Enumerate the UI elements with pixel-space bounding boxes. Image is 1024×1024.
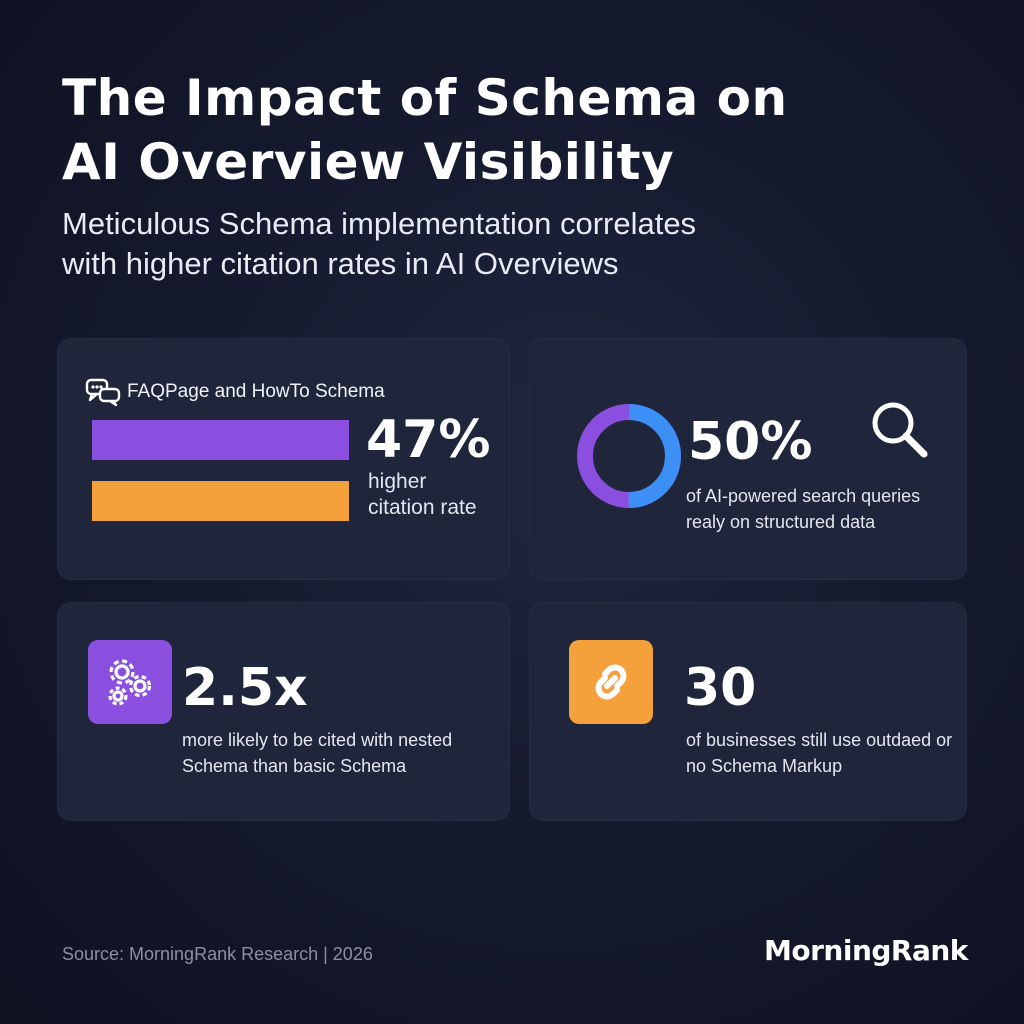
gears-icon <box>108 659 152 706</box>
chat-bubbles-icon <box>85 378 121 407</box>
faq-description-line-1: higher <box>368 470 427 493</box>
search-icon <box>872 402 928 458</box>
donut-chart <box>577 404 681 508</box>
title-line-1: The Impact of Schema on <box>62 69 788 127</box>
gears-icon-tile <box>88 640 172 724</box>
faq-stat: 47% <box>366 410 491 470</box>
subtitle-line-2: with higher citation rates in AI Overvie… <box>62 246 619 281</box>
faq-schema-label: FAQPage and HowTo Schema <box>127 381 385 403</box>
brand-logo: MorningRank <box>764 934 968 967</box>
faq-description: higher citation rate <box>368 469 477 521</box>
link-icon-tile <box>569 640 653 724</box>
outdated-description-line-2: no Schema Markup <box>686 756 843 776</box>
faq-schema-label-row: FAQPage and HowTo Schema <box>85 378 385 407</box>
source-note: Source: MorningRank Research | 2026 <box>62 944 373 964</box>
page-subtitle: Meticulous Schema implementation correla… <box>62 204 962 284</box>
link-icon <box>595 664 627 700</box>
faq-description-line-2: citation rate <box>368 496 477 519</box>
structured-description-line-1: of AI-powered search queries <box>686 486 921 506</box>
nested-description-line-1: more likely to be cited with nested <box>182 730 453 750</box>
nested-description-line-2: Schema than basic Schema <box>182 756 407 776</box>
nested-stat: 2.5x <box>182 658 308 718</box>
nested-description: more likely to be cited with nested Sche… <box>182 727 452 779</box>
orange-bar <box>92 481 349 521</box>
title-line-2: AI Overview Visibility <box>62 133 675 191</box>
subtitle-line-1: Meticulous Schema implementation correla… <box>62 206 697 241</box>
structured-description: of AI-powered search queries realy on st… <box>686 483 920 535</box>
structured-description-line-2: realy on structured data <box>686 512 876 532</box>
outdated-description-line-1: of businesses still use outdaed or <box>686 730 953 750</box>
structured-stat: 50% <box>688 412 813 472</box>
purple-bar <box>92 420 349 460</box>
outdated-description: of businesses still use outdaed or no Sc… <box>686 727 952 779</box>
page-title: The Impact of Schema on AI Overview Visi… <box>62 66 962 194</box>
structured-data-card <box>529 338 967 580</box>
outdated-stat: 30 <box>684 658 757 718</box>
donut-segment-blue <box>577 404 681 508</box>
